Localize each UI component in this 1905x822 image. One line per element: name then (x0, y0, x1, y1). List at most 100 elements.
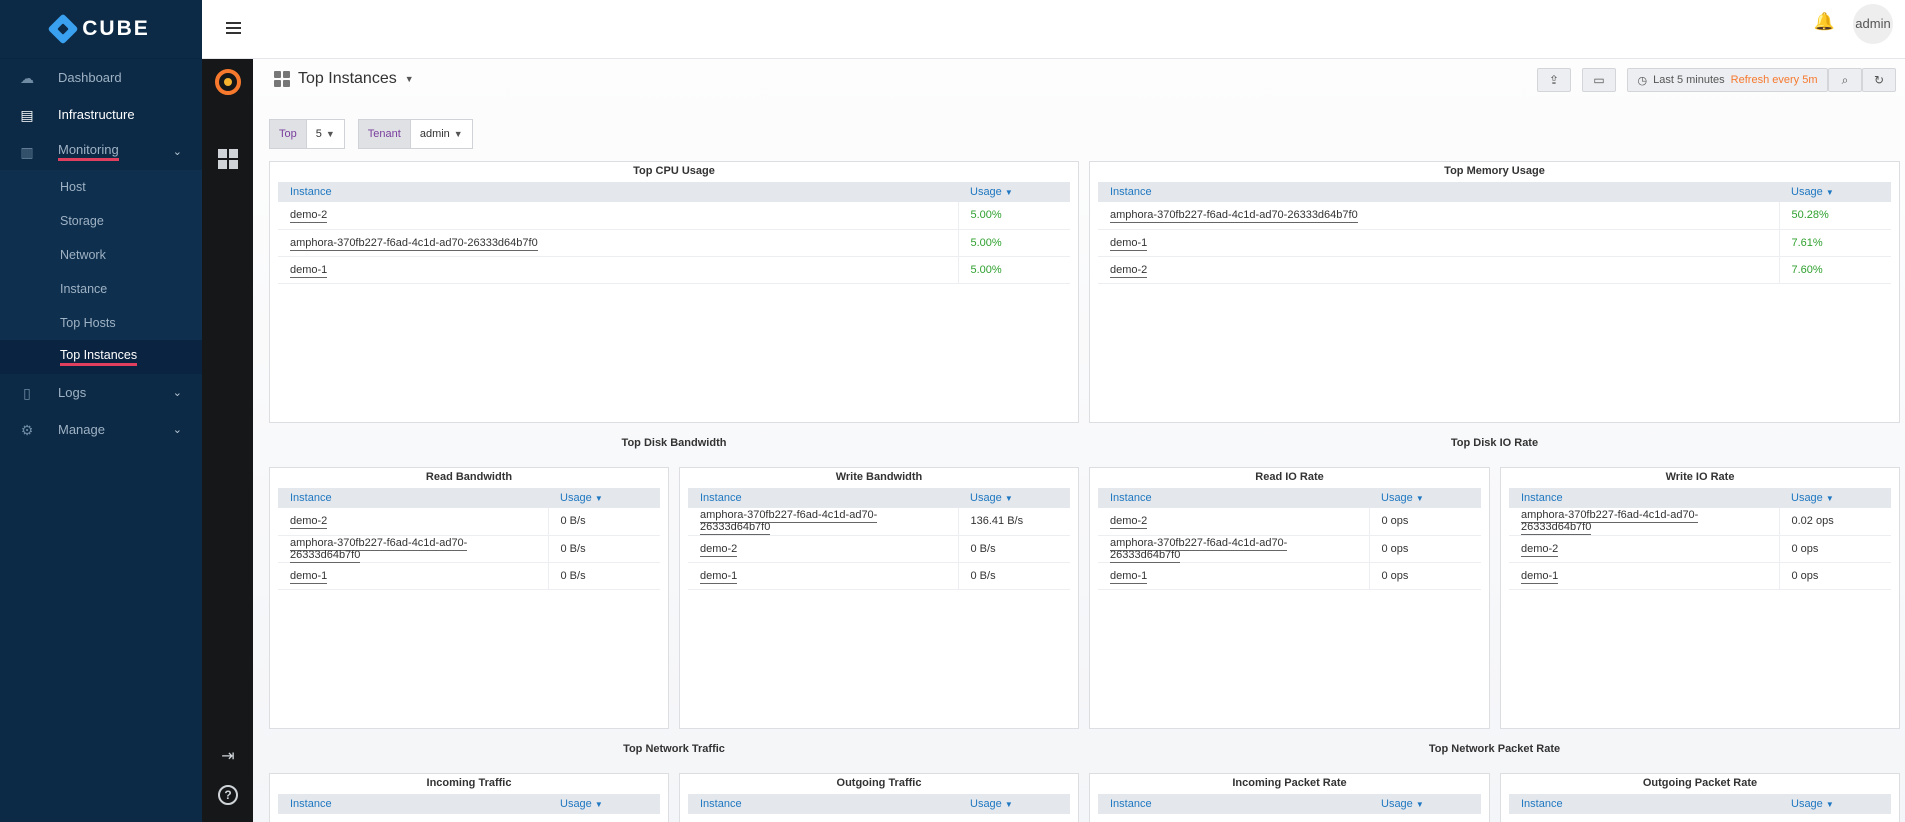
column-header-usage[interactable]: Usage ▼ (548, 794, 660, 814)
usage-value: 0 B/s (547, 508, 660, 536)
sidebar-subitem-host[interactable]: Host (0, 170, 202, 204)
instance-link[interactable]: demo-2 (278, 508, 548, 536)
column-header-usage[interactable]: Usage ▼ (1369, 794, 1481, 814)
usage-value: 0 B/s (957, 562, 1070, 590)
panel-table: Instance Usage ▼ demo-2 0 ops amphora-370fb2… (1098, 488, 1481, 590)
instance-link[interactable]: demo-2 (1509, 535, 1779, 563)
table-row: demo-2 7.60% (1098, 256, 1891, 284)
share-button[interactable]: ⇪ (1537, 68, 1571, 92)
sidebar-item-infrastructure[interactable]: ▤ Infrastructure (0, 96, 202, 133)
column-header-usage[interactable]: Usage ▼ (958, 794, 1070, 814)
panel-table: Instance Usage ▼ amphora-370fb227-f6ad-4c1… (1509, 488, 1891, 590)
column-header-usage[interactable]: Usage ▼ (1779, 488, 1891, 508)
sort-desc-icon: ▼ (1825, 188, 1834, 197)
refresh-button[interactable]: ↻ (1862, 68, 1896, 92)
variable-select-top[interactable]: 5 ▼ (306, 119, 345, 149)
instance-link[interactable]: demo-1 (1098, 229, 1779, 257)
dashboard-area: Top Instances ▼ ⇪ ▭ ◷ Last 5 minutes Ref… (253, 59, 1905, 822)
server-icon: ▤ (20, 106, 34, 123)
instance-link[interactable]: amphora-370fb227-f6ad-4c1d-ad70-26333d64… (1509, 508, 1779, 536)
column-header-instance[interactable]: Instance (278, 182, 958, 202)
dashboard-picker[interactable]: Top Instances ▼ (274, 70, 414, 88)
column-header-instance[interactable]: Instance (1509, 488, 1779, 508)
column-header-usage[interactable]: Usage ▼ (958, 488, 1070, 508)
instance-link[interactable]: amphora-370fb227-f6ad-4c1d-ad70-26333d64… (1098, 202, 1779, 230)
column-header-instance[interactable]: Instance (688, 794, 958, 814)
table-row: amphora-370fb227-f6ad-4c1d-ad70-26333d64… (1098, 202, 1891, 230)
dashboard-grid-icon (274, 71, 290, 87)
zoom-out-button[interactable]: ⌕ (1828, 68, 1862, 92)
instance-link[interactable]: demo-1 (278, 562, 548, 590)
chevron-down-icon: ⌄ (172, 387, 182, 399)
sidebar-subitem-storage[interactable]: Storage (0, 204, 202, 238)
column-header-instance[interactable]: Instance (688, 488, 958, 508)
instance-link[interactable]: demo-2 (688, 535, 958, 563)
panel-title: Write IO Rate (1665, 471, 1735, 483)
sidebar-subitem-top-instances[interactable]: Top Instances (0, 340, 202, 374)
column-header-instance[interactable]: Instance (1098, 182, 1779, 202)
sort-desc-icon: ▼ (1415, 494, 1424, 503)
column-header-usage[interactable]: Usage ▼ (1779, 182, 1891, 202)
sidebar-item-logs[interactable]: ▯ Logs ⌄ (0, 374, 202, 411)
panel-title: Top Memory Usage (1444, 165, 1545, 177)
sidebar-subitem-network[interactable]: Network (0, 238, 202, 272)
column-header-instance[interactable]: Instance (278, 488, 548, 508)
instance-link[interactable]: demo-2 (1098, 256, 1779, 284)
help-icon[interactable]: ? (218, 785, 238, 805)
instance-link[interactable]: amphora-370fb227-f6ad-4c1d-ad70-26333d64… (688, 508, 958, 536)
sort-desc-icon: ▼ (1004, 494, 1013, 503)
user-avatar[interactable]: admin (1853, 4, 1893, 44)
instance-link[interactable]: demo-2 (1098, 508, 1369, 536)
menu-toggle-icon[interactable] (226, 22, 241, 34)
column-header-instance[interactable]: Instance (278, 794, 548, 814)
dashboards-icon[interactable] (218, 149, 238, 169)
panel-title: Read IO Rate (1255, 471, 1324, 483)
instance-link[interactable]: demo-1 (278, 256, 958, 284)
instance-link[interactable]: amphora-370fb227-f6ad-4c1d-ad70-26333d64… (278, 229, 958, 257)
instance-link[interactable]: demo-1 (1098, 562, 1369, 590)
sidebar-item-manage[interactable]: ⚙ Manage ⌄ (0, 411, 202, 448)
panel-title: Outgoing Traffic (836, 777, 922, 789)
column-header-usage[interactable]: Usage ▼ (548, 488, 660, 508)
brand-name: CUBE (82, 17, 150, 40)
panel-read-bandwidth: Read Bandwidth Instance Usage ▼ demo-2 0 B/s… (269, 467, 669, 729)
sidebar-subitem-top-hosts[interactable]: Top Hosts (0, 306, 202, 340)
column-header-usage[interactable]: Usage ▼ (1779, 794, 1891, 814)
variable-select-tenant[interactable]: admin ▼ (410, 119, 473, 149)
usage-value: 5.00% (957, 256, 1070, 284)
table-row: demo-1 0 B/s (278, 562, 660, 590)
instance-link[interactable]: demo-1 (688, 562, 958, 590)
sidebar-subitem-instance[interactable]: Instance (0, 272, 202, 306)
panel-table: Instance Usage ▼ demo-2 5.00% amphora-370fb2… (278, 182, 1070, 284)
brand-logo[interactable]: CUBE (0, 0, 202, 59)
instance-link[interactable]: demo-2 (278, 202, 958, 230)
sidebar-item-label: Logs (58, 385, 87, 400)
grafana-logo-icon[interactable] (215, 69, 241, 95)
sidebar-item-dashboard[interactable]: ☁ Dashboard (0, 59, 202, 96)
panel-table: Instance Usage ▼ (278, 794, 660, 814)
variable-label-tenant: Tenant (357, 119, 411, 149)
column-header-usage[interactable]: Usage ▼ (958, 182, 1070, 202)
panel-table: Instance Usage ▼ (688, 794, 1070, 814)
column-header-usage[interactable]: Usage ▼ (1369, 488, 1481, 508)
column-header-instance[interactable]: Instance (1509, 794, 1779, 814)
bell-icon[interactable]: 🔔 (1813, 12, 1835, 31)
instance-link[interactable]: amphora-370fb227-f6ad-4c1d-ad70-26333d64… (1098, 535, 1369, 563)
usage-value: 0 ops (1778, 535, 1891, 563)
refresh-icon: ↻ (1873, 73, 1885, 87)
time-picker-button[interactable]: ◷ Last 5 minutes Refresh every 5m (1627, 68, 1828, 92)
instance-link[interactable]: amphora-370fb227-f6ad-4c1d-ad70-26333d64… (278, 535, 548, 563)
column-header-instance[interactable]: Instance (1098, 794, 1369, 814)
table-row: demo-2 0 B/s (688, 535, 1070, 563)
usage-value: 5.00% (957, 229, 1070, 257)
instance-link[interactable]: demo-1 (1509, 562, 1779, 590)
sidebar-item-monitoring[interactable]: ▥ Monitoring ⌄ (0, 133, 202, 170)
usage-value: 0 B/s (547, 535, 660, 563)
sign-in-icon[interactable]: ⇥ (221, 748, 235, 765)
sort-desc-icon: ▼ (1415, 800, 1424, 809)
column-header-instance[interactable]: Instance (1098, 488, 1369, 508)
sort-desc-icon: ▼ (594, 800, 603, 809)
tv-mode-button[interactable]: ▭ (1582, 68, 1616, 92)
sort-desc-icon: ▼ (1825, 494, 1834, 503)
panel-top-memory-usage: Top Memory Usage Instance Usage ▼ amphora-3… (1089, 161, 1900, 423)
